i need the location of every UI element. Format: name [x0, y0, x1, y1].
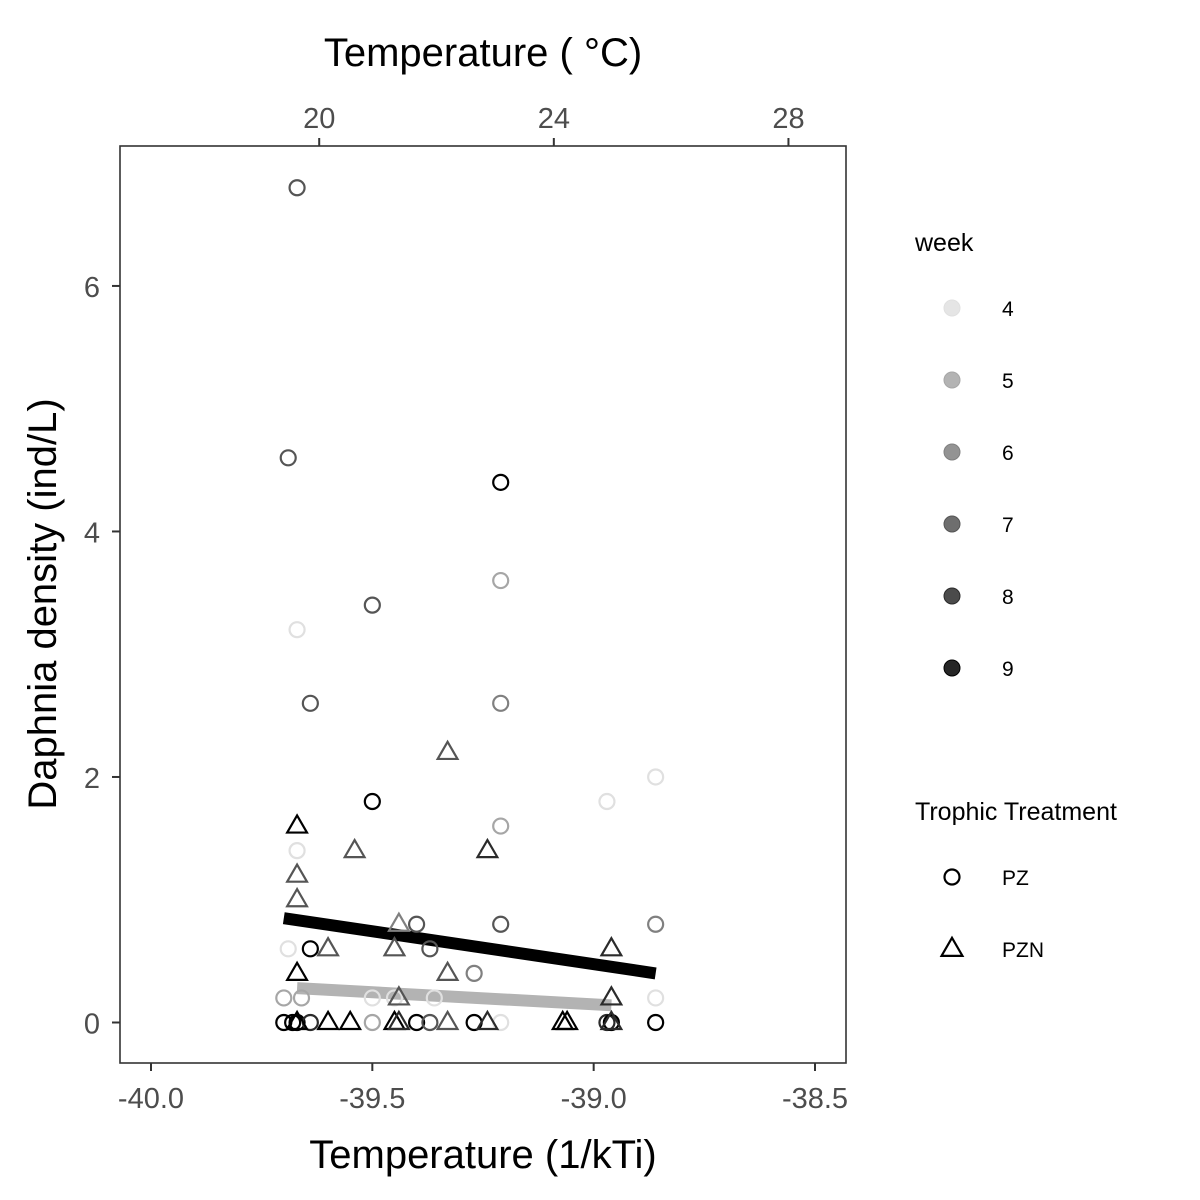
data-point-circle	[288, 179, 306, 197]
data-point-triangle	[435, 960, 460, 981]
legend-week-key	[943, 515, 961, 533]
data-point-circle	[492, 694, 510, 712]
data-point-circle	[425, 989, 443, 1007]
data-point-circle	[363, 989, 381, 1007]
data-point-circle	[647, 1013, 665, 1032]
data-point-circle	[492, 473, 510, 491]
data-point-circle	[407, 915, 426, 933]
data-point-circle	[363, 1013, 381, 1032]
data-point-triangle	[435, 1009, 460, 1031]
legend-week: week 4 5 6 7 8 9	[914, 229, 1014, 681]
data-point-triangle	[475, 1009, 500, 1031]
data-point-triangle	[338, 1009, 363, 1031]
data-point-circle	[279, 940, 297, 958]
legend-week-label: 4	[1002, 298, 1014, 321]
data-point-triangle	[387, 985, 411, 1006]
data-point-triangle	[382, 936, 407, 957]
y-tick-label: 6	[84, 272, 100, 304]
data-point-triangle	[475, 837, 500, 859]
data-point-triangle	[435, 739, 460, 761]
data-point-triangle	[342, 837, 367, 859]
top-tick-label: 28	[772, 103, 804, 135]
data-point-circle	[647, 915, 665, 933]
legend-week-key	[943, 587, 961, 605]
legend-treatment-key	[939, 935, 965, 957]
x-tick-label: -39.0	[561, 1083, 627, 1115]
legend-week-title: week	[914, 229, 974, 257]
data-point-triangle	[285, 1009, 309, 1031]
data-point-circle	[421, 940, 439, 958]
data-point-circle	[492, 571, 510, 590]
legend-week-key	[943, 299, 961, 317]
y-tick-label: 0	[84, 1008, 100, 1040]
data-point-circle	[363, 596, 381, 614]
data-point-circle	[407, 1013, 426, 1032]
data-point-triangle	[285, 886, 309, 908]
top-axis: 20 24 28	[303, 103, 805, 146]
data-point-triangle	[599, 936, 624, 957]
y-axis-title: Daphnia density (ind/L)	[21, 398, 65, 809]
data-point-circle	[647, 768, 665, 786]
data-point-circle	[492, 915, 510, 933]
data-point-circle	[275, 989, 293, 1007]
top-axis-title: Temperature ( °C)	[324, 31, 642, 75]
data-point-circle	[301, 694, 319, 712]
data-point-triangle	[285, 813, 309, 834]
data-point-triangle	[599, 985, 624, 1006]
legend-treatment-label: PZN	[1002, 939, 1044, 962]
data-point-circle	[465, 964, 483, 982]
legend-treatment-title: Trophic Treatment	[915, 798, 1117, 826]
legend-week-label: 8	[1002, 586, 1014, 609]
data-point-circle	[647, 989, 665, 1007]
x-tick-label: -38.5	[782, 1083, 848, 1115]
data-point-triangle	[285, 862, 309, 883]
top-tick-label: 20	[303, 103, 335, 135]
data-point-triangle	[555, 1009, 579, 1031]
x-axis-title: Temperature (1/kTi)	[309, 1133, 657, 1177]
fit-lines	[282, 912, 657, 1012]
data-point-triangle	[316, 936, 340, 957]
plot-panel	[119, 145, 847, 1064]
x-tick-label: -39.5	[339, 1083, 405, 1115]
legend-week-key	[943, 443, 961, 461]
data-points	[275, 179, 665, 1032]
legend-treatment-key	[943, 868, 961, 886]
fit-line	[296, 982, 612, 1012]
legend-week-key	[943, 659, 961, 677]
y-tick-label: 2	[84, 763, 100, 795]
legend-week-label: 7	[1002, 514, 1014, 537]
data-point-circle	[492, 817, 510, 835]
data-point-circle	[421, 1013, 439, 1032]
data-point-triangle	[285, 960, 309, 981]
data-point-triangle	[387, 911, 411, 932]
data-point-triangle	[316, 1009, 340, 1031]
data-point-circle	[292, 989, 311, 1007]
data-point-circle	[288, 842, 306, 860]
top-tick-label: 24	[538, 103, 570, 135]
bottom-axis: -40.0 -39.5 -39.0 -38.5	[118, 1063, 848, 1115]
left-axis: 0 2 4 6	[84, 272, 120, 1040]
data-point-triangle	[599, 1009, 624, 1031]
legend-week-label: 9	[1002, 658, 1014, 681]
x-tick-label: -40.0	[118, 1083, 184, 1115]
legend-treatment-label: PZ	[1002, 867, 1029, 890]
data-point-triangle	[387, 1009, 411, 1031]
data-point-circle	[288, 621, 306, 639]
legend-week-key	[943, 371, 961, 389]
data-point-circle	[598, 792, 616, 811]
y-tick-label: 4	[84, 517, 100, 549]
legend-treatment: Trophic Treatment PZ PZN	[915, 798, 1117, 962]
fit-line	[282, 912, 657, 980]
data-point-circle	[301, 940, 319, 958]
legend-week-label: 5	[1002, 370, 1014, 393]
legend-week-label: 6	[1002, 442, 1014, 465]
data-point-circle	[279, 449, 297, 467]
data-point-circle	[363, 792, 381, 811]
